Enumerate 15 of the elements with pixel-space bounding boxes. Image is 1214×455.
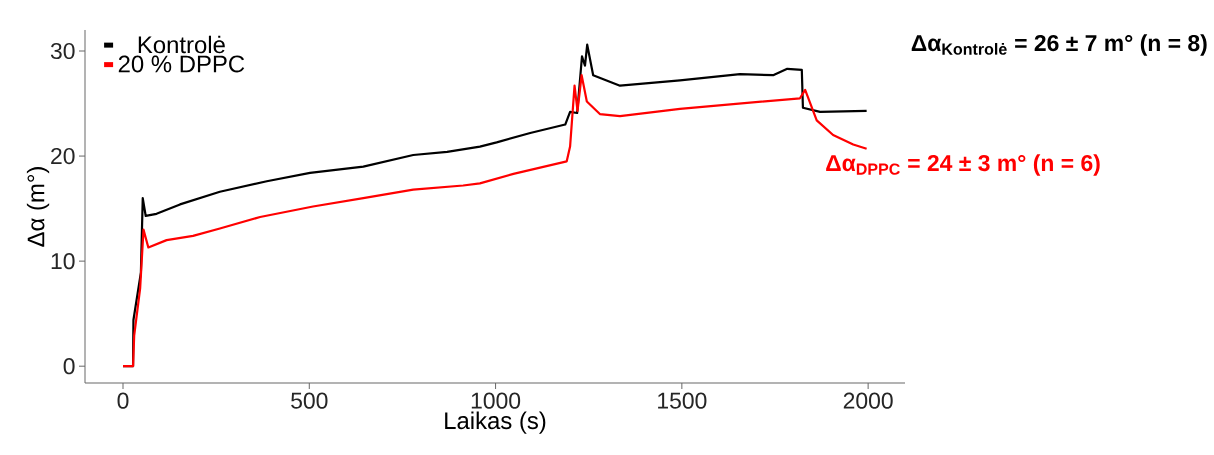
legend-label: Kontrolė — [138, 35, 225, 54]
y-tick-label: 30 — [50, 42, 75, 60]
x-tick-label: 2000 — [843, 392, 893, 409]
y-axis-title: Δα (m°) — [26, 167, 50, 247]
y-tick-label: 0 — [63, 358, 75, 375]
x-axis-title: Laikas (s) — [445, 411, 546, 434]
y-tick-label: 10 — [51, 253, 75, 270]
text: Δα$_{Kontrolė}$ = 26 ± 7 m° (n = 8) — [911, 34, 1207, 56]
x-tick-label: 500 — [291, 392, 328, 409]
x-tick-label: 1500 — [658, 392, 707, 409]
text: Δα$_{DPPC}$ = 24 ± 3 m° (n = 6) — [826, 154, 1100, 176]
x-tick-label: 1000 — [471, 392, 521, 409]
x-tick-label: 0 — [117, 392, 129, 409]
legend-label: 20 % DPPC — [118, 55, 245, 73]
y-tick-label: 20 — [51, 147, 75, 165]
